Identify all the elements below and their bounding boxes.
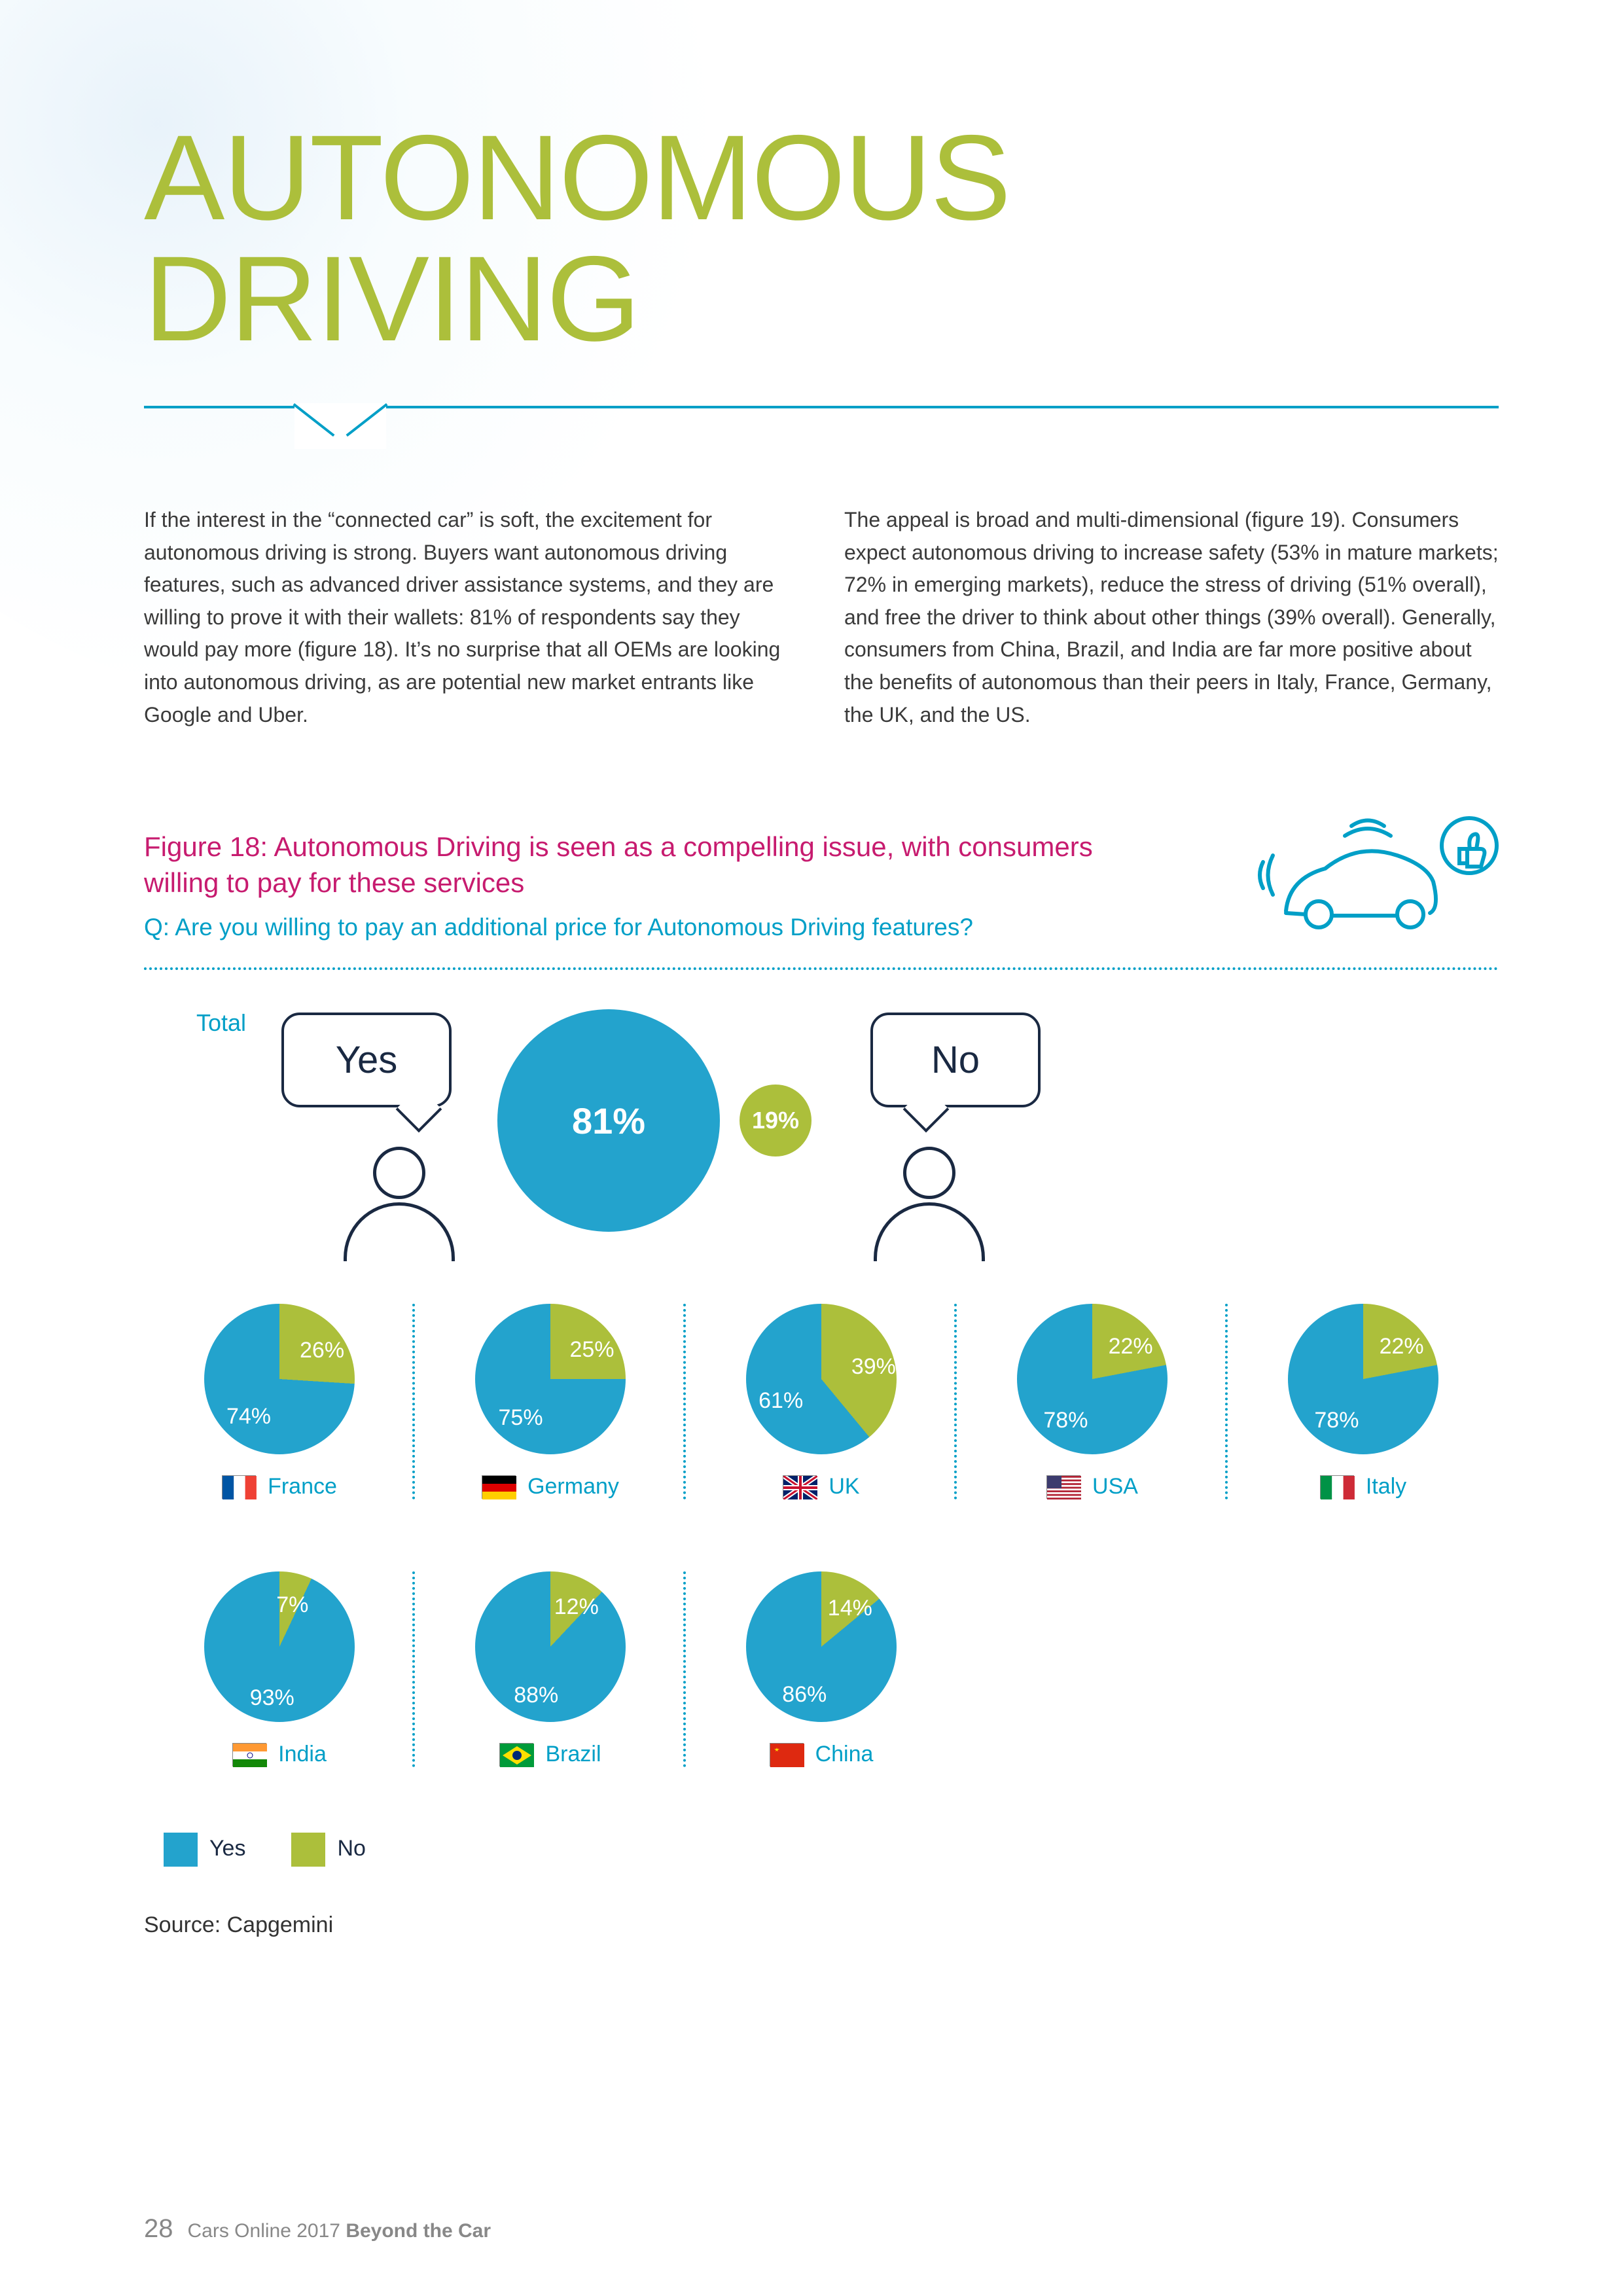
- country-label: UK: [783, 1474, 859, 1499]
- pie-chart: 75% 25%: [475, 1304, 626, 1454]
- person-no-icon: No: [831, 1013, 1027, 1229]
- flag-icon: [783, 1475, 817, 1499]
- legend: Yes No: [144, 1833, 1499, 1867]
- pie-yes-label: 86%: [782, 1682, 827, 1708]
- figure-title: Figure 18: Autonomous Driving is seen as…: [144, 829, 1158, 901]
- pie-yes-label: 78%: [1314, 1408, 1359, 1433]
- pie-chart: 61% 39%: [746, 1304, 897, 1454]
- pie-no-label: 12%: [554, 1594, 599, 1620]
- flag-icon: [499, 1743, 533, 1767]
- pie-no-label: 7%: [276, 1592, 308, 1618]
- pie-no-label: 22%: [1109, 1334, 1153, 1359]
- pie-chart: 88% 12%: [475, 1571, 626, 1722]
- pie-yes-label: 74%: [226, 1404, 271, 1429]
- pie-no-label: 39%: [851, 1354, 896, 1380]
- country-brazil: 88% 12% Brazil: [415, 1565, 686, 1774]
- legend-no: No: [291, 1833, 365, 1867]
- total-yes-circle: 81%: [497, 1009, 720, 1232]
- pie-no-label: 14%: [828, 1596, 872, 1621]
- flag-icon: [770, 1743, 804, 1767]
- country-uk: 61% 39% UK: [686, 1297, 957, 1506]
- pie-no-label: 22%: [1380, 1334, 1424, 1359]
- country-label: USA: [1046, 1474, 1138, 1499]
- figure-source: Source: Capgemini: [144, 1912, 1499, 1938]
- flag-icon: [1320, 1475, 1354, 1499]
- country-france: 74% 26% France: [144, 1297, 415, 1506]
- country-china: 86% 14% China: [686, 1565, 957, 1774]
- flag-icon: [1046, 1475, 1080, 1499]
- page-title: AUTONOMOUS DRIVING: [144, 118, 1499, 360]
- pie-yes-label: 78%: [1043, 1408, 1088, 1433]
- flag-icon: [222, 1475, 256, 1499]
- body-columns: If the interest in the “connected car” i…: [144, 504, 1499, 731]
- country-label: Italy: [1320, 1474, 1406, 1499]
- pie-no-label: 26%: [300, 1338, 344, 1363]
- pie-chart: 86% 14%: [746, 1571, 897, 1722]
- flag-icon: [232, 1743, 266, 1767]
- section-divider: [144, 406, 1499, 408]
- country-germany: 75% 25% Germany: [415, 1297, 686, 1506]
- pie-chart: 78% 22%: [1017, 1304, 1168, 1454]
- pie-chart: 78% 22%: [1288, 1304, 1438, 1454]
- country-label: India: [232, 1742, 327, 1767]
- person-yes-icon: Yes: [301, 1013, 497, 1229]
- total-row: Total Yes 81% 19% No: [144, 990, 1499, 1251]
- country-label: Germany: [482, 1474, 619, 1499]
- figure-question: Q: Are you willing to pay an additional …: [144, 914, 1158, 941]
- pie-no-label: 25%: [569, 1337, 614, 1363]
- pie-yes-label: 88%: [514, 1683, 558, 1708]
- pie-yes-label: 75%: [499, 1405, 543, 1431]
- country-india: 93% 7% India: [144, 1565, 415, 1774]
- car-thumbs-up-icon: [1243, 803, 1499, 941]
- total-no-circle: 19%: [740, 1085, 812, 1157]
- body-left: If the interest in the “connected car” i…: [144, 504, 798, 731]
- country-label: China: [770, 1742, 874, 1767]
- country-italy: 78% 22% Italy: [1228, 1297, 1499, 1506]
- dotted-divider: [144, 967, 1499, 970]
- pie-chart: 93% 7%: [204, 1571, 355, 1722]
- page: AUTONOMOUS DRIVING If the interest in th…: [0, 0, 1623, 2003]
- pie-yes-label: 93%: [250, 1685, 294, 1711]
- countries-grid: 74% 26% France 75% 25% Germany 61% 39% U…: [144, 1297, 1499, 1774]
- footer-title: Cars Online 2017 Beyond the Car: [188, 2220, 491, 2242]
- country-label: France: [222, 1474, 337, 1499]
- page-footer: 28 Cars Online 2017 Beyond the Car: [144, 2214, 491, 2244]
- legend-yes: Yes: [164, 1833, 245, 1867]
- body-right: The appeal is broad and multi-dimensiona…: [844, 504, 1499, 731]
- figure-18: Figure 18: Autonomous Driving is seen as…: [144, 829, 1499, 1938]
- speech-bubble-no: No: [870, 1013, 1041, 1107]
- country-label: Brazil: [499, 1742, 601, 1767]
- country-usa: 78% 22% USA: [957, 1297, 1228, 1506]
- pie-chart: 74% 26%: [204, 1304, 355, 1454]
- pie-yes-label: 61%: [758, 1388, 803, 1414]
- flag-icon: [482, 1475, 516, 1499]
- page-number: 28: [144, 2214, 173, 2244]
